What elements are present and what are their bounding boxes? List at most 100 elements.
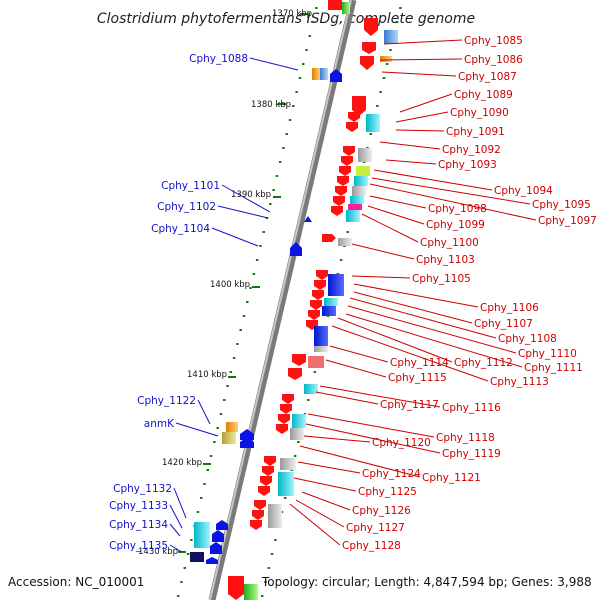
gene-block: [268, 504, 282, 528]
label-connector: [347, 305, 517, 354]
gene-label[interactable]: Cphy_1105: [412, 273, 471, 285]
gene-arrow: [264, 456, 276, 466]
label-connector: [367, 205, 425, 225]
reverse-strand-genes: [190, 68, 342, 564]
gene-label[interactable]: Cphy_1095: [532, 199, 591, 211]
gene-block: [350, 196, 364, 204]
scale-label-1420: 1420 kbp: [162, 458, 202, 468]
label-connector: [379, 58, 463, 61]
gene-label[interactable]: Cphy_1115: [388, 372, 447, 384]
gene-arrow: [254, 500, 266, 510]
gene-label[interactable]: Cphy_1097: [538, 215, 597, 227]
gene-arrow: [290, 242, 302, 256]
gene-arrow: [346, 122, 358, 132]
gene-label[interactable]: Cphy_1112: [454, 357, 513, 369]
label-connector: [395, 129, 445, 132]
gene-label[interactable]: Cphy_1093: [438, 159, 497, 171]
gene-label[interactable]: Cphy_1108: [498, 333, 557, 345]
label-connector: [337, 317, 453, 363]
genome-info-text: Topology: circular; Length: 4,847,594 bp…: [261, 575, 592, 589]
gene-label[interactable]: Cphy_1118: [436, 432, 495, 444]
gene-block: [354, 176, 368, 186]
gene-label[interactable]: Cphy_1126: [352, 505, 411, 517]
gene-arrow: [282, 394, 294, 404]
gene-label[interactable]: Cphy_1113: [490, 376, 549, 388]
label-connector: [301, 491, 351, 511]
gene-block: [328, 0, 342, 10]
genome-backbone: [208, 0, 357, 600]
gene-label[interactable]: Cphy_1088: [189, 53, 248, 65]
gene-arrow: [314, 280, 326, 290]
gene-arrow: [206, 557, 218, 564]
scale-label-1410: 1410 kbp: [187, 370, 227, 380]
label-connector: [399, 93, 453, 113]
gene-label[interactable]: Cphy_1102: [157, 201, 216, 213]
gene-block: [348, 204, 362, 210]
scale-label-1370: 1370 kbp: [272, 9, 312, 19]
label-connector: [249, 57, 299, 71]
gene-label[interactable]: Cphy_1111: [524, 362, 583, 374]
gene-label[interactable]: Cphy_1127: [346, 522, 405, 534]
gene-label[interactable]: Cphy_1094: [494, 185, 553, 197]
label-connector: [353, 291, 473, 324]
gene-label[interactable]: Cphy_1121: [422, 472, 481, 484]
label-connector: [175, 422, 219, 437]
gene-label[interactable]: Cphy_1089: [454, 89, 513, 101]
gene-arrow: [252, 510, 264, 520]
gene-label[interactable]: Cphy_1124: [362, 468, 421, 480]
gene-label[interactable]: Cphy_1087: [458, 71, 517, 83]
gene-block: [380, 56, 392, 62]
gene-label[interactable]: Cphy_1119: [442, 448, 501, 460]
gene-label[interactable]: Cphy_1090: [450, 107, 509, 119]
gene-label[interactable]: Cphy_1092: [442, 144, 501, 156]
genome-backbone-highlight: [209, 0, 352, 600]
gene-label[interactable]: Cphy_1120: [372, 437, 431, 449]
label-connector: [295, 499, 345, 528]
gene-label[interactable]: Cphy_1103: [416, 254, 475, 266]
gene-label[interactable]: Cphy_1117: [380, 399, 439, 411]
gene-label[interactable]: Cphy_1116: [442, 402, 501, 414]
gene-arrow: [337, 176, 349, 186]
gene-label[interactable]: Cphy_1135: [109, 540, 168, 552]
label-connector: [315, 391, 379, 405]
gene-arrow: [250, 520, 262, 530]
gene-label[interactable]: Cphy_1114: [390, 357, 449, 369]
gene-label[interactable]: anmK: [144, 418, 175, 430]
label-connector: [369, 183, 537, 221]
gene-label[interactable]: Cphy_1099: [426, 219, 485, 231]
gene-label[interactable]: Cphy_1132: [113, 483, 172, 495]
gene-label[interactable]: Cphy_1110: [518, 348, 577, 360]
gene-label[interactable]: Cphy_1091: [446, 126, 505, 138]
gene-block: [194, 522, 210, 548]
accession-text: Accession: NC_010001: [8, 575, 144, 589]
label-connector: [293, 477, 357, 492]
gene-label[interactable]: Cphy_1134: [109, 519, 168, 531]
gene-block: [320, 68, 328, 80]
label-connector: [169, 504, 183, 529]
label-connector: [329, 345, 389, 363]
gene-label[interactable]: Cphy_1128: [342, 540, 401, 552]
gene-label[interactable]: Cphy_1104: [151, 223, 210, 235]
gene-label[interactable]: Cphy_1101: [161, 180, 220, 192]
gene-block: [314, 346, 328, 352]
gene-label[interactable]: Cphy_1086: [464, 54, 523, 66]
label-connector: [169, 544, 183, 553]
label-connector: [369, 195, 427, 209]
gene-label[interactable]: Cphy_1085: [464, 35, 523, 47]
gene-block: [328, 274, 344, 296]
gene-arrow: [364, 18, 378, 36]
gene-label[interactable]: Cphy_1107: [474, 318, 533, 330]
gene-arrow: [339, 166, 351, 176]
gene-label[interactable]: Cphy_1098: [428, 203, 487, 215]
gene-block: [322, 306, 336, 316]
scale-label-1390: 1390 kbp: [231, 190, 271, 200]
gene-label[interactable]: Cphy_1106: [480, 302, 539, 314]
gene-label[interactable]: Cphy_1125: [358, 486, 417, 498]
gene-arrow: [341, 156, 353, 166]
gene-block: [366, 114, 380, 132]
label-connector: [361, 213, 419, 243]
gene-label[interactable]: Cphy_1133: [109, 500, 168, 512]
gene-label[interactable]: Cphy_1100: [420, 237, 479, 249]
gene-label[interactable]: Cphy_1122: [137, 395, 196, 407]
label-connector: [173, 487, 187, 519]
